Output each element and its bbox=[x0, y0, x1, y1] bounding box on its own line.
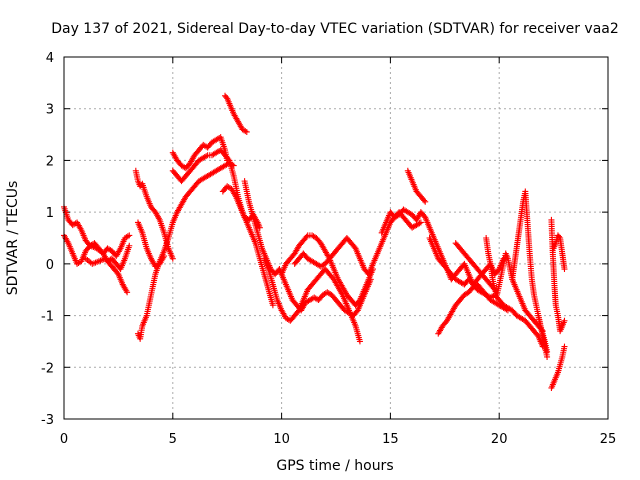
series-track-b bbox=[61, 232, 133, 273]
data-point bbox=[161, 253, 168, 260]
x-tick-label: 10 bbox=[273, 432, 290, 447]
grid bbox=[64, 57, 608, 419]
y-tick-label: 2 bbox=[46, 154, 54, 169]
x-tick-label: 5 bbox=[169, 432, 177, 447]
data-points bbox=[61, 92, 568, 391]
series-track-v bbox=[535, 312, 551, 360]
data-point bbox=[126, 232, 133, 239]
x-tick-label: 25 bbox=[600, 432, 617, 447]
data-point-interp bbox=[223, 94, 230, 101]
chart-title: Day 137 of 2021, Sidereal Day-to-day VTE… bbox=[51, 21, 619, 37]
series-track-e bbox=[134, 160, 237, 342]
series-track-h bbox=[169, 147, 276, 309]
y-tick-label: -1 bbox=[41, 310, 54, 325]
data-point bbox=[126, 242, 133, 249]
data-point bbox=[243, 128, 250, 135]
ticks bbox=[63, 56, 609, 420]
series-track-d bbox=[132, 167, 176, 262]
series-track-n bbox=[291, 209, 424, 278]
data-point-interp bbox=[351, 244, 358, 251]
data-point bbox=[504, 307, 511, 314]
data-point-interp bbox=[303, 233, 310, 240]
series-track-i bbox=[222, 92, 250, 135]
y-axis-label: SDTVAR / TECUs bbox=[5, 181, 21, 296]
y-tick-label: 3 bbox=[46, 103, 54, 118]
data-point bbox=[356, 338, 363, 345]
data-point-interp bbox=[421, 197, 428, 204]
x-tick-label: 20 bbox=[491, 432, 508, 447]
data-point-interp bbox=[556, 233, 563, 240]
data-point-interp bbox=[114, 269, 121, 276]
data-point bbox=[544, 353, 551, 360]
data-point-interp bbox=[355, 298, 362, 305]
series-track-m bbox=[278, 232, 376, 309]
data-point bbox=[561, 343, 568, 350]
data-point-interp bbox=[353, 308, 360, 315]
data-point-interp bbox=[294, 308, 301, 315]
x-tick-label: 0 bbox=[60, 432, 68, 447]
data-point bbox=[169, 255, 176, 262]
x-axis-label: GPS time / hours bbox=[276, 458, 393, 474]
tick-labels: 0 5 10 15 20 25 -3 -2 -1 0 1 2 3 4 bbox=[41, 51, 616, 447]
series-track-p bbox=[404, 167, 429, 205]
data-point bbox=[269, 302, 276, 309]
series-track-t bbox=[483, 235, 546, 335]
data-point-interp bbox=[225, 156, 232, 163]
data-point bbox=[417, 219, 424, 226]
data-point-interp bbox=[421, 213, 428, 220]
series-track-y bbox=[550, 232, 568, 273]
series-track-w bbox=[548, 216, 568, 335]
series-track-q bbox=[426, 235, 507, 288]
series-track-c bbox=[82, 255, 131, 296]
series-track-x bbox=[548, 343, 568, 391]
series-track-f bbox=[134, 219, 168, 270]
data-point bbox=[124, 289, 131, 296]
y-tick-label: 1 bbox=[46, 206, 54, 221]
data-point-interp bbox=[534, 331, 541, 338]
y-tick-label: 4 bbox=[46, 51, 54, 66]
data-point bbox=[422, 198, 429, 205]
data-point bbox=[561, 266, 568, 273]
data-point bbox=[256, 224, 263, 231]
x-tick-label: 15 bbox=[382, 432, 399, 447]
data-point bbox=[561, 317, 568, 324]
data-point-interp bbox=[442, 264, 449, 271]
y-tick-label: -3 bbox=[41, 413, 54, 428]
series-track-o bbox=[378, 206, 546, 350]
y-tick-label: 0 bbox=[46, 258, 54, 273]
y-tick-label: -2 bbox=[41, 361, 54, 376]
series-track-l bbox=[261, 255, 363, 345]
plot-frame bbox=[63, 56, 609, 420]
series-track-r bbox=[435, 281, 511, 337]
